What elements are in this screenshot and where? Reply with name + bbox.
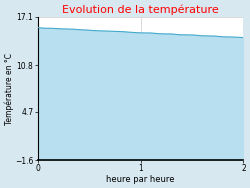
Y-axis label: Température en °C: Température en °C	[4, 53, 14, 125]
X-axis label: heure par heure: heure par heure	[106, 175, 175, 184]
Title: Evolution de la température: Evolution de la température	[62, 4, 219, 15]
